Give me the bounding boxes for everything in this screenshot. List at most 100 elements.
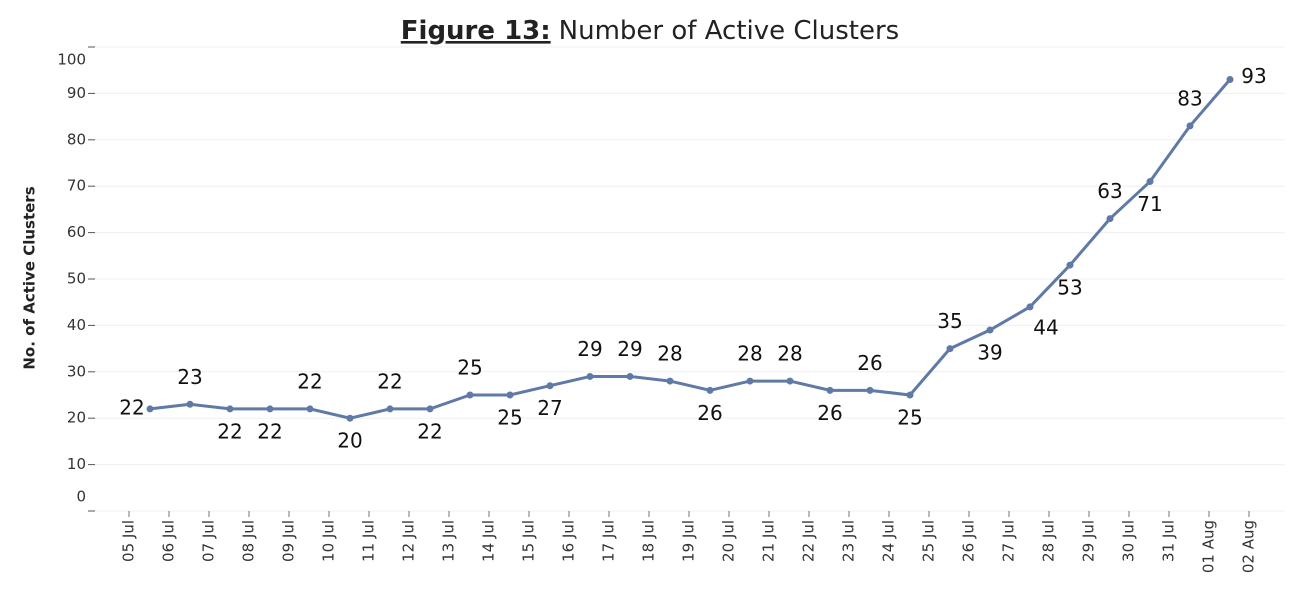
x-tick-label: 17 Jul [600, 520, 618, 562]
y-tick-label: 40 [67, 316, 86, 334]
point [826, 386, 834, 394]
value-label: 26 [817, 401, 842, 425]
value-label: 22 [257, 419, 282, 443]
value-label: 23 [177, 365, 202, 389]
x-tick-label: 20 Jul [720, 520, 738, 562]
value-label: 29 [577, 337, 602, 361]
x-tick-label: 11 Jul [360, 520, 378, 562]
value-label: 83 [1177, 86, 1202, 110]
x-tick-label: 10 Jul [320, 520, 338, 562]
y-tick-label: 60 [67, 223, 86, 241]
point [146, 405, 154, 413]
x-tick-label: 18 Jul [640, 520, 658, 562]
value-label: 22 [417, 419, 442, 443]
point [946, 345, 954, 353]
x-tick-label: 13 Jul [440, 520, 458, 562]
point [906, 391, 914, 399]
y-axis-label: No. of Active Clusters [21, 186, 39, 369]
chart-title: Figure 13: Number of Active Clusters [401, 16, 899, 46]
value-label: 53 [1057, 276, 1082, 300]
value-label: 25 [897, 406, 922, 430]
x-tick-label: 02 Aug [1240, 520, 1258, 573]
point [386, 405, 394, 413]
point [866, 386, 874, 394]
x-tick-label: 09 Jul [280, 520, 298, 562]
point [546, 382, 554, 390]
point [266, 405, 274, 413]
point [986, 326, 994, 334]
x-tick-label: 31 Jul [1160, 520, 1178, 562]
value-label: 71 [1137, 192, 1162, 216]
point [1026, 303, 1034, 311]
x-tick-label: 16 Jul [560, 520, 578, 562]
value-label: 22 [119, 395, 144, 419]
value-label: 20 [337, 429, 362, 453]
point [1226, 75, 1234, 83]
value-label: 27 [537, 396, 562, 420]
point [746, 377, 754, 385]
value-label: 26 [857, 351, 882, 375]
x-tick-label: 30 Jul [1120, 520, 1138, 562]
x-tick-label: 01 Aug [1200, 520, 1218, 573]
value-label: 22 [297, 369, 322, 393]
x-tick-label: 19 Jul [680, 520, 698, 562]
x-tick-label: 28 Jul [1040, 520, 1058, 562]
y-tick-label: 20 [67, 409, 86, 427]
y-tick-label: 80 [67, 130, 86, 148]
x-tick-label: 29 Jul [1080, 520, 1098, 562]
value-label: 39 [977, 341, 1002, 365]
point [666, 377, 674, 385]
point [586, 372, 594, 380]
x-tick-label: 05 Jul [120, 520, 138, 562]
y-tick-label: 70 [67, 177, 86, 195]
x-tick-label: 25 Jul [920, 520, 938, 562]
point [706, 386, 714, 394]
point [626, 372, 634, 380]
line [149, 78, 1232, 420]
x-tick-label: 23 Jul [840, 520, 858, 562]
point [346, 414, 354, 422]
value-label: 28 [737, 342, 762, 366]
title-label: Figure 13: [401, 16, 551, 46]
value-label: 44 [1033, 315, 1058, 339]
point [786, 377, 794, 385]
point [1066, 261, 1074, 269]
point [466, 391, 474, 399]
value-label: 93 [1241, 64, 1266, 88]
y-tick-label: 90 [67, 84, 86, 102]
x-tick-label: 12 Jul [400, 520, 418, 562]
y-tick-label: 10 [67, 455, 86, 473]
value-label: 26 [697, 401, 722, 425]
y-tick-label: 100 [57, 51, 86, 69]
value-label: 63 [1097, 179, 1122, 203]
value-label: 35 [937, 309, 962, 333]
x-tick-label: 14 Jul [480, 520, 498, 562]
point [506, 391, 514, 399]
x-tick-label: 07 Jul [200, 520, 218, 562]
title-text: Number of Active Clusters [559, 16, 900, 46]
value-label: 28 [657, 342, 682, 366]
point [1186, 122, 1194, 130]
y-tick-label: 30 [67, 362, 86, 380]
x-tick-label: 15 Jul [520, 520, 538, 562]
x-tick-label: 21 Jul [760, 520, 778, 562]
x-tick-label: 22 Jul [800, 520, 818, 562]
point [1146, 178, 1154, 186]
point [426, 405, 434, 413]
value-label: 28 [777, 342, 802, 366]
value-label: 22 [217, 419, 242, 443]
x-tick-label: 27 Jul [1000, 520, 1018, 562]
point [1106, 215, 1114, 223]
x-tick-label: 08 Jul [240, 520, 258, 562]
x-tick-label: 26 Jul [960, 520, 978, 562]
value-label: 25 [457, 356, 482, 380]
point [226, 405, 234, 413]
value-label: 22 [377, 369, 402, 393]
x-tick-label: 06 Jul [160, 520, 178, 562]
y-tick-label: 0 [76, 488, 86, 506]
point [186, 400, 194, 408]
y-tick-label: 50 [67, 270, 86, 288]
point [306, 405, 314, 413]
value-label: 25 [497, 406, 522, 430]
